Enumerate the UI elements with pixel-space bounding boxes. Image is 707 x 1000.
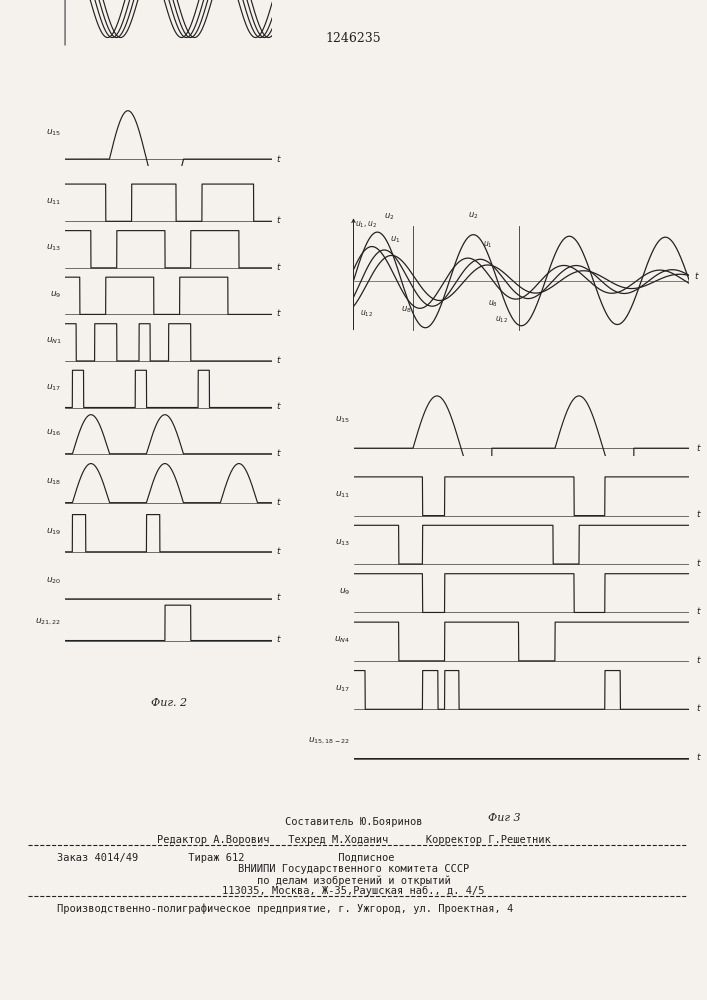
Text: $u_{16}$: $u_{16}$ (46, 428, 62, 438)
Text: t: t (276, 356, 280, 365)
Text: t: t (276, 263, 280, 272)
Text: $u_{11}$: $u_{11}$ (334, 490, 350, 500)
Text: t: t (696, 559, 699, 568)
Text: Производственно-полиграфическое предприятие, г. Ужгород, ул. Проектная, 4: Производственно-полиграфическое предприя… (57, 904, 513, 914)
Text: $u_{15}$: $u_{15}$ (335, 415, 350, 425)
Text: t: t (276, 498, 280, 507)
Text: Фиг. 2: Фиг. 2 (151, 698, 187, 708)
Text: $u_{15}$: $u_{15}$ (47, 128, 62, 138)
Text: $u_{15,18-22}$: $u_{15,18-22}$ (308, 736, 350, 746)
Text: Фиг 3: Фиг 3 (489, 813, 521, 823)
Text: t: t (696, 753, 699, 762)
Text: $u_2$: $u_2$ (468, 210, 478, 221)
Text: $u_{12}$: $u_{12}$ (360, 308, 373, 319)
Text: $u_{17}$: $u_{17}$ (334, 683, 350, 694)
Text: ВНИИПИ Государственного комитета СССР: ВНИИПИ Государственного комитета СССР (238, 864, 469, 874)
Text: t: t (694, 272, 698, 281)
Text: $u_8$: $u_8$ (488, 298, 498, 309)
Text: $u_{13}$: $u_{13}$ (47, 243, 62, 253)
Text: $u_{20}$: $u_{20}$ (46, 576, 62, 586)
Text: t: t (276, 449, 280, 458)
Text: $u_9$: $u_9$ (50, 289, 62, 300)
Text: Редактор А.Ворович   Техред М.Ходанич      Корректор Г.Решетник: Редактор А.Ворович Техред М.Ходанич Корр… (157, 835, 550, 845)
Text: t: t (276, 216, 280, 225)
Text: Заказ 4014/49        Тираж 612               Подписное: Заказ 4014/49 Тираж 612 Подписное (57, 853, 394, 863)
Text: $u_{11}$: $u_{11}$ (46, 196, 62, 207)
Text: 113035, Москва, Ж-35,Раушская наб., д. 4/5: 113035, Москва, Ж-35,Раушская наб., д. 4… (222, 886, 485, 896)
Text: t: t (696, 444, 699, 453)
Text: $u_9$: $u_9$ (339, 586, 350, 597)
Text: t: t (696, 656, 699, 665)
Text: t: t (276, 309, 280, 318)
Text: $u_{19}$: $u_{19}$ (46, 527, 62, 537)
Text: $u_{18}$: $u_{18}$ (47, 476, 62, 487)
Text: t: t (276, 593, 280, 602)
Text: $u_{12}$: $u_{12}$ (495, 314, 508, 325)
Text: $u_{N4}$: $u_{N4}$ (334, 635, 350, 645)
Text: $u_{13}$: $u_{13}$ (335, 538, 350, 548)
Text: 1246235: 1246235 (326, 32, 381, 45)
Text: t: t (696, 607, 699, 616)
Text: t: t (276, 155, 280, 164)
Text: $u_1,u_2$: $u_1,u_2$ (355, 219, 378, 230)
Text: Составитель Ю.Бояринов: Составитель Ю.Бояринов (285, 817, 422, 827)
Text: $u_1$: $u_1$ (390, 234, 401, 245)
Text: t: t (696, 510, 699, 519)
Text: $u_1$: $u_1$ (483, 239, 493, 250)
Text: $u_{17}$: $u_{17}$ (46, 382, 62, 393)
Text: $u_{21,22}$: $u_{21,22}$ (35, 616, 62, 627)
Text: $u_2$: $u_2$ (384, 212, 395, 222)
Text: t: t (276, 402, 280, 411)
Text: t: t (276, 547, 280, 556)
Text: по делам изобретений и открытий: по делам изобретений и открытий (257, 875, 450, 886)
Text: $u_{N1}$: $u_{N1}$ (45, 336, 62, 346)
Text: t: t (696, 704, 699, 713)
Text: t: t (276, 635, 280, 644)
Text: $u_8$: $u_8$ (401, 304, 411, 315)
